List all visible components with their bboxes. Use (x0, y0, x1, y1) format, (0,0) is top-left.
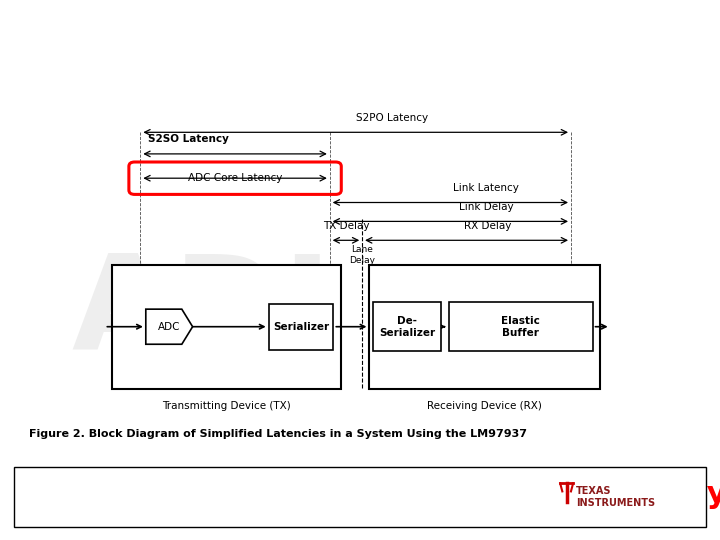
Text: TEXAS
INSTRUMENTS: TEXAS INSTRUMENTS (576, 486, 655, 508)
Polygon shape (145, 309, 193, 345)
Text: De-
Serializer: De- Serializer (379, 316, 435, 338)
Text: TX Delay: TX Delay (323, 220, 369, 231)
Bar (269, 303, 333, 350)
Text: Figure 2. Block Diagram of Simplified Latencies in a System Using the LM97937: Figure 2. Block Diagram of Simplified La… (29, 429, 527, 440)
Text: Link Delay: Link Delay (459, 201, 513, 212)
Bar (449, 302, 593, 351)
Bar (369, 265, 600, 389)
Text: Add ADC or DAC latency for Total Latency: Add ADC or DAC latency for Total Latency (14, 480, 720, 509)
Bar (373, 302, 441, 351)
Text: ADC: ADC (158, 322, 181, 332)
Bar (112, 265, 341, 389)
Text: Link Latency: Link Latency (454, 183, 519, 193)
Text: Elastic
Buffer: Elastic Buffer (501, 316, 540, 338)
Text: Lane
Delay: Lane Delay (349, 246, 375, 265)
Text: RX Delay: RX Delay (464, 220, 512, 231)
Text: ADI: ADI (71, 249, 332, 377)
Text: Transmitting Device (TX): Transmitting Device (TX) (162, 401, 290, 411)
Bar (14, 467, 706, 526)
Text: S2SO Latency: S2SO Latency (148, 134, 228, 144)
Text: S2PO Latency: S2PO Latency (356, 112, 428, 123)
Text: ADC Core Latency: ADC Core Latency (188, 173, 282, 183)
Text: Serializer: Serializer (273, 322, 329, 332)
Text: Receiving Device (RX): Receiving Device (RX) (427, 401, 542, 411)
